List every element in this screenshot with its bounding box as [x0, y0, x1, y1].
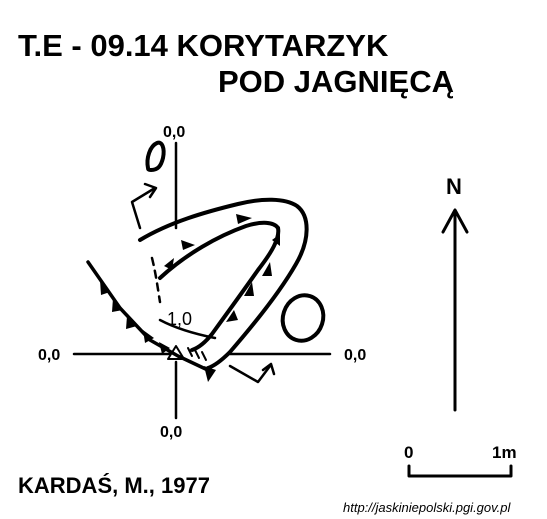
cave-passage	[138, 197, 309, 370]
depth-label-bottom: 0,0	[160, 424, 182, 441]
profile-arrow-right	[228, 362, 276, 384]
depth-label-top: 0,0	[163, 124, 185, 141]
slope-marker	[226, 310, 238, 322]
rock-hachure	[159, 342, 170, 354]
rock-hachure	[112, 298, 123, 312]
author-credit: KARDAŚ, M., 1977	[18, 473, 210, 498]
slope-marker	[244, 282, 254, 296]
slope-marker	[181, 240, 195, 250]
survey-axes	[72, 141, 332, 420]
scale-bar-line	[407, 464, 513, 478]
profile-arrow-top	[130, 182, 158, 230]
slope-marker	[164, 258, 174, 270]
title-line-1: T.E - 09.14 KORYTARZYK	[18, 28, 389, 63]
title-line-2: POD JAGNIĘCĄ	[218, 64, 454, 99]
passage-outer-wall	[138, 197, 309, 370]
north-arrow: N	[441, 174, 469, 412]
passage-inner-wall-lower	[190, 226, 281, 352]
rock-block-large	[280, 293, 326, 343]
rock-hachure	[143, 330, 154, 343]
rock-hachure	[204, 366, 216, 382]
entrance-threshold	[158, 318, 217, 340]
rock-block-small	[145, 140, 166, 172]
north-arrow-head	[441, 208, 469, 234]
rock-hachure	[126, 316, 137, 329]
slope-marker	[272, 234, 280, 246]
rock-hachure	[100, 280, 110, 295]
slope-marker	[236, 214, 252, 224]
passage-inner-wall-upper	[158, 220, 280, 280]
rock-face	[86, 260, 216, 382]
scale-end-label: 1m	[492, 443, 517, 462]
slope-markers	[164, 214, 280, 322]
scale-start-label: 0	[404, 443, 413, 462]
slope-marker	[262, 262, 272, 276]
depth-label-right: 0,0	[344, 347, 366, 364]
rock-face-line	[86, 260, 214, 374]
source-url: http://jaskiniepolski.pgi.gov.pl	[343, 500, 512, 515]
passage-dashed-edge	[150, 256, 162, 304]
scale-bar: 0 1m	[404, 443, 517, 478]
entrance-survey-point	[167, 345, 185, 360]
depth-label-left: 0,0	[38, 347, 60, 364]
depth-label-entrance: 1,0	[167, 309, 192, 329]
north-label: N	[446, 174, 462, 199]
entrance-hatching	[187, 347, 207, 361]
